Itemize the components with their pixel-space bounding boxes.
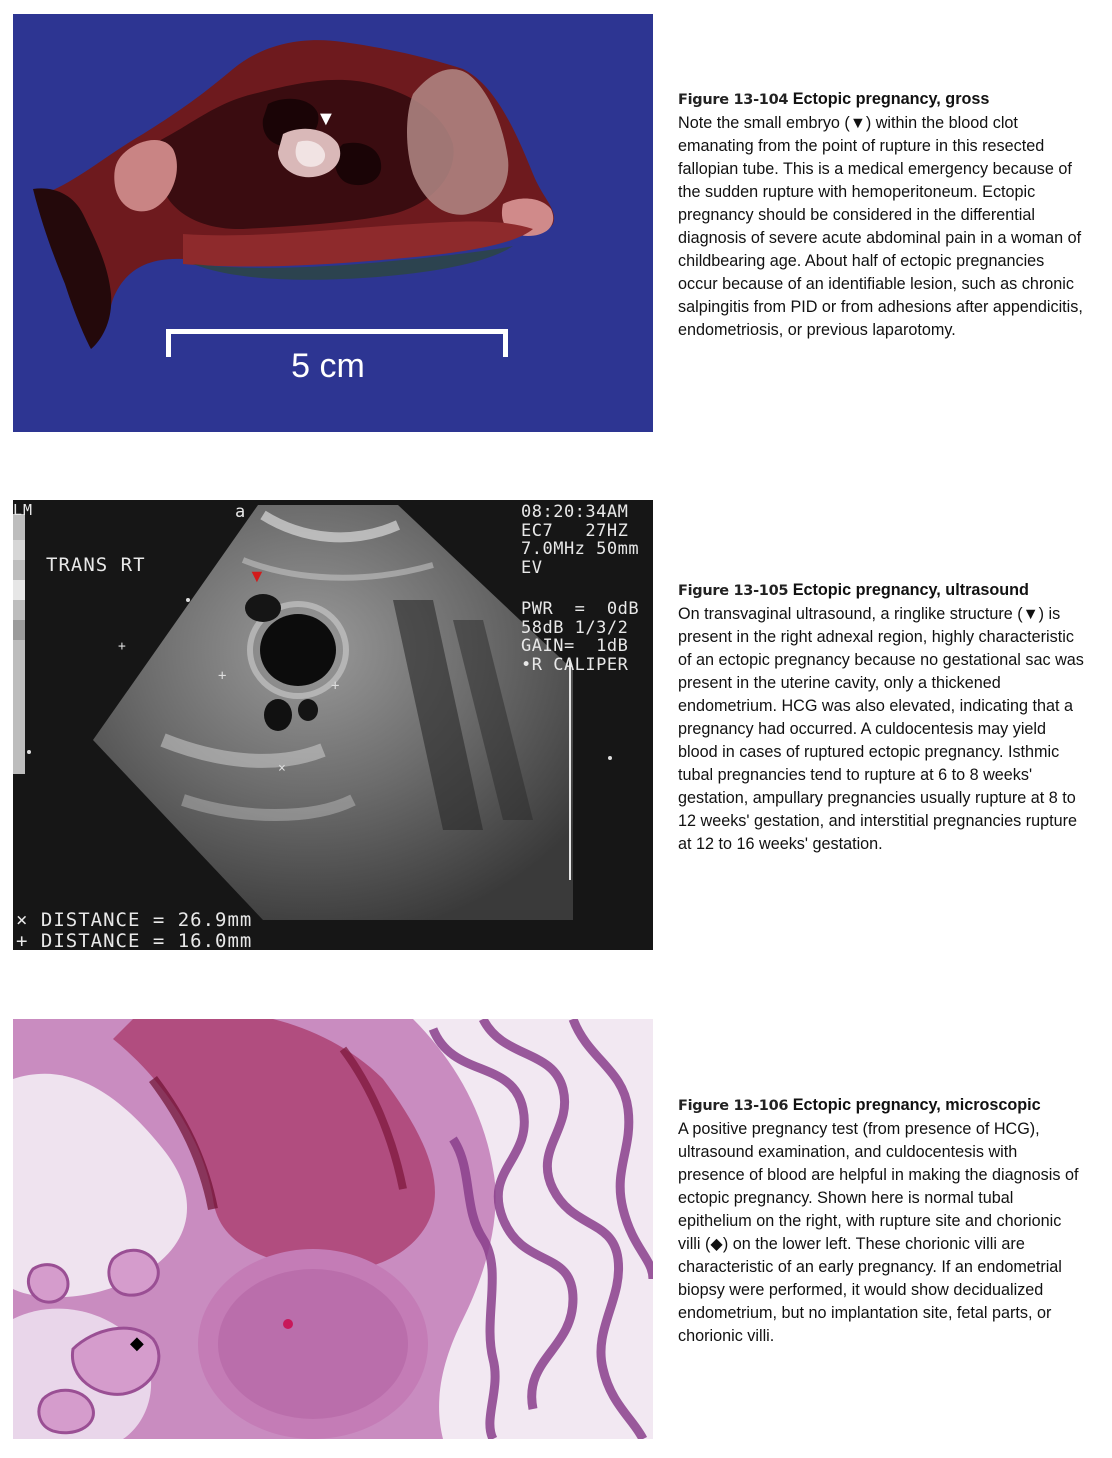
ultrasound-header-readout: 08:20:34AM EC7 27HZ 7.0MHz 50mm EV	[521, 502, 640, 578]
caption-body: Note the small embryo (▼) within the blo…	[678, 114, 1083, 339]
chorionic-villi-marker: ◆	[130, 1333, 144, 1353]
figure-title: Ectopic pregnancy, microscopic	[792, 1096, 1041, 1114]
caption-body: On transvaginal ultrasound, a ringlike s…	[678, 605, 1084, 853]
ultrasound-settings-readout: PWR = 0dB 58dB 1/3/2 GAIN= 1dB •R CALIPE…	[521, 599, 640, 675]
ultrasound-corner-label: LM	[13, 501, 34, 519]
scale-bar-label: 5 cm	[291, 347, 365, 385]
embryo-marker: ▼	[316, 108, 336, 130]
figure-number: Figure 13-104	[678, 92, 789, 108]
figure-number: Figure 13-106	[678, 1098, 789, 1114]
caption-body: A positive pregnancy test (from presence…	[678, 1120, 1079, 1345]
ring-structure-marker: ▼	[248, 566, 266, 586]
svg-text:+: +	[331, 678, 339, 694]
ultrasound-view-label: TRANS RT	[46, 554, 146, 576]
figure-caption-13-106: Figure 13-106 Ectopic pregnancy, microsc…	[678, 1094, 1088, 1348]
svg-text:+: +	[218, 668, 226, 684]
tubal-tissue-section	[13, 1019, 653, 1439]
figure-title: Ectopic pregnancy, gross	[792, 90, 990, 108]
ultrasound-distance-x: × DISTANCE = 26.9mm	[16, 909, 253, 931]
figure-caption-13-105: Figure 13-105 Ectopic pregnancy, ultraso…	[678, 579, 1088, 856]
ultrasound-sector: + + × +	[13, 505, 612, 920]
svg-text:×: ×	[278, 761, 286, 776]
ultrasound-distance-plus: + DISTANCE = 16.0mm	[16, 930, 253, 950]
svg-text:+: +	[118, 639, 126, 654]
figure-caption-13-104: Figure 13-104 Ectopic pregnancy, gross N…	[678, 88, 1088, 342]
ultrasound-image: + + × + LM a TRANS RT 08:20:34AM EC7 27H…	[13, 500, 653, 950]
figure-number: Figure 13-105	[678, 583, 789, 599]
histology-micrograph: ◆	[13, 1019, 653, 1439]
figure-title: Ectopic pregnancy, ultrasound	[792, 581, 1029, 599]
fallopian-tube-specimen	[33, 40, 554, 357]
gross-specimen-photo: ▼ 5 cm	[13, 14, 653, 432]
ultrasound-probe-mark: a	[235, 502, 247, 522]
